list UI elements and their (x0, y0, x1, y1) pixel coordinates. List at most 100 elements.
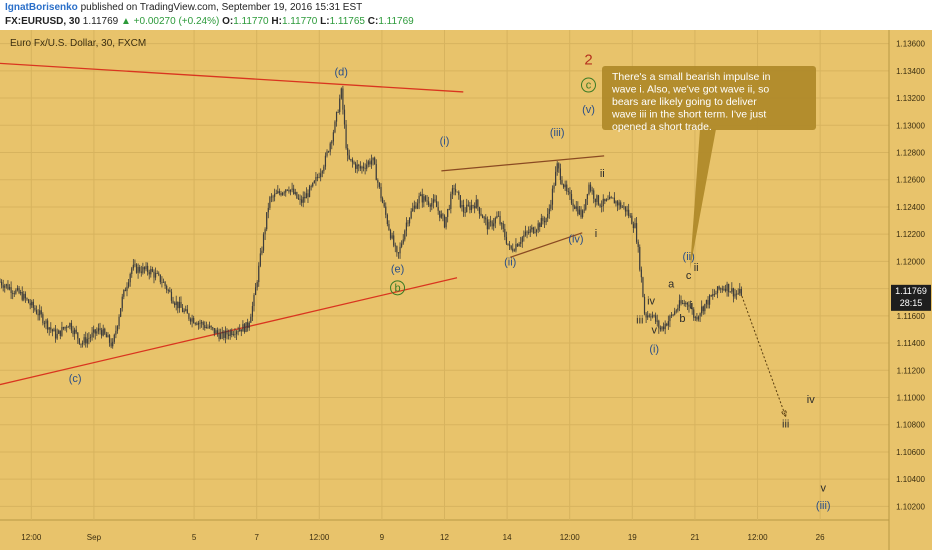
candle-body (123, 289, 125, 297)
candle-body (637, 241, 639, 247)
x-tick-label: 5 (192, 533, 197, 542)
wave-label: ii (600, 168, 605, 180)
candle-body (154, 273, 157, 278)
candle-body (113, 334, 115, 342)
candle-body (178, 301, 180, 309)
candle-body (505, 237, 508, 244)
candle-body (42, 314, 44, 324)
candle-body (555, 171, 557, 186)
y-tick-label: 1.13000 (896, 121, 925, 130)
candle-body (588, 184, 590, 195)
candle-body (416, 203, 419, 209)
candle-body (321, 171, 323, 174)
candle-body (691, 307, 693, 310)
candle-body (494, 218, 496, 224)
y-tick-labels: 1.13600 1.13400 1.13200 1.13000 1.12800 1.126… (896, 40, 925, 512)
candle-body (521, 237, 523, 243)
candle-body (101, 330, 103, 336)
x-tick-label: 19 (628, 533, 637, 542)
candle-body (77, 332, 79, 339)
y-tick-label: 1.10400 (896, 475, 925, 484)
candle-body (229, 331, 231, 336)
author-name[interactable]: IgnatBorisenko (5, 2, 78, 13)
candle-body (643, 297, 646, 314)
candle-body (582, 210, 584, 217)
candle-body (329, 143, 331, 152)
candle-body (497, 215, 500, 217)
price-chart[interactable]: (d)(c)(e)b(i)(iii)(v)c2(ii)(iv)iiiiiiivv… (0, 30, 932, 550)
candle-body (412, 208, 414, 212)
candle-body (174, 303, 176, 306)
candle-body (339, 98, 341, 113)
candle-body (426, 200, 428, 202)
candle-body (335, 112, 338, 122)
candle-body (655, 315, 657, 322)
time-axis[interactable] (0, 520, 889, 550)
y-tick-label: 1.10600 (896, 448, 925, 457)
candle-body (680, 300, 682, 304)
candle-body (59, 330, 61, 336)
wave-label: iv (807, 394, 815, 406)
candle-body (258, 265, 260, 283)
candle-body (8, 287, 11, 290)
candle-body (374, 157, 376, 165)
candle-body (356, 164, 358, 169)
candle-body (334, 121, 336, 133)
wave-label: iii (636, 314, 643, 326)
candle-body (732, 288, 735, 297)
callout-text: There's a small bearish impulse in wave i… (611, 71, 771, 133)
candle-body (678, 300, 681, 309)
candle-body (183, 310, 185, 312)
candle-body (591, 190, 593, 192)
candle-body (326, 151, 328, 156)
trendline-brown[interactable] (510, 232, 583, 258)
candle-body (605, 199, 608, 202)
y-tick-label: 1.12400 (896, 203, 925, 212)
candle-body (48, 327, 50, 330)
candle-body (559, 168, 561, 180)
candle-body (20, 292, 22, 294)
candle-body (474, 205, 476, 209)
candle-body (207, 326, 209, 328)
candle-body (124, 289, 127, 292)
candle-body (259, 253, 261, 266)
candle-body (551, 188, 554, 205)
wave-label: (i) (649, 344, 659, 356)
trendline-brown[interactable] (441, 155, 605, 172)
last-price-value: 1.11769 (895, 286, 927, 296)
up-arrow-icon: ▲ (120, 16, 131, 27)
candle-body (662, 326, 665, 330)
candle-body (358, 164, 360, 167)
candle-body (447, 208, 449, 217)
callout-line: wave i. Also, we've got wave ii, so (611, 84, 769, 96)
candle-body (172, 300, 174, 304)
candle-body (310, 186, 312, 188)
candle-body (670, 314, 673, 316)
candle-body (332, 132, 334, 142)
wave-label: (iv) (568, 233, 583, 245)
candle-body (683, 303, 685, 305)
candle-body (347, 148, 349, 156)
candle-body (483, 217, 485, 219)
candle-body (80, 343, 82, 345)
candle-body (651, 315, 654, 317)
trendline-red[interactable] (0, 62, 464, 93)
candle-body (337, 112, 339, 113)
high-label: H: (271, 16, 282, 27)
candle-body (26, 298, 28, 300)
candle-body (624, 206, 627, 212)
candle-body (72, 330, 74, 335)
projection-line (741, 295, 787, 417)
candle-body (535, 229, 538, 232)
candle-body (415, 205, 417, 209)
candle-body (188, 313, 190, 319)
candle-body (448, 208, 450, 210)
candle-body (661, 326, 663, 330)
candle-body (221, 331, 223, 334)
candle-body (121, 296, 123, 309)
candle-body (709, 295, 711, 305)
candle-body (442, 214, 444, 216)
candle-body (261, 250, 263, 254)
candle-body (693, 309, 695, 318)
candle-body (524, 231, 527, 236)
